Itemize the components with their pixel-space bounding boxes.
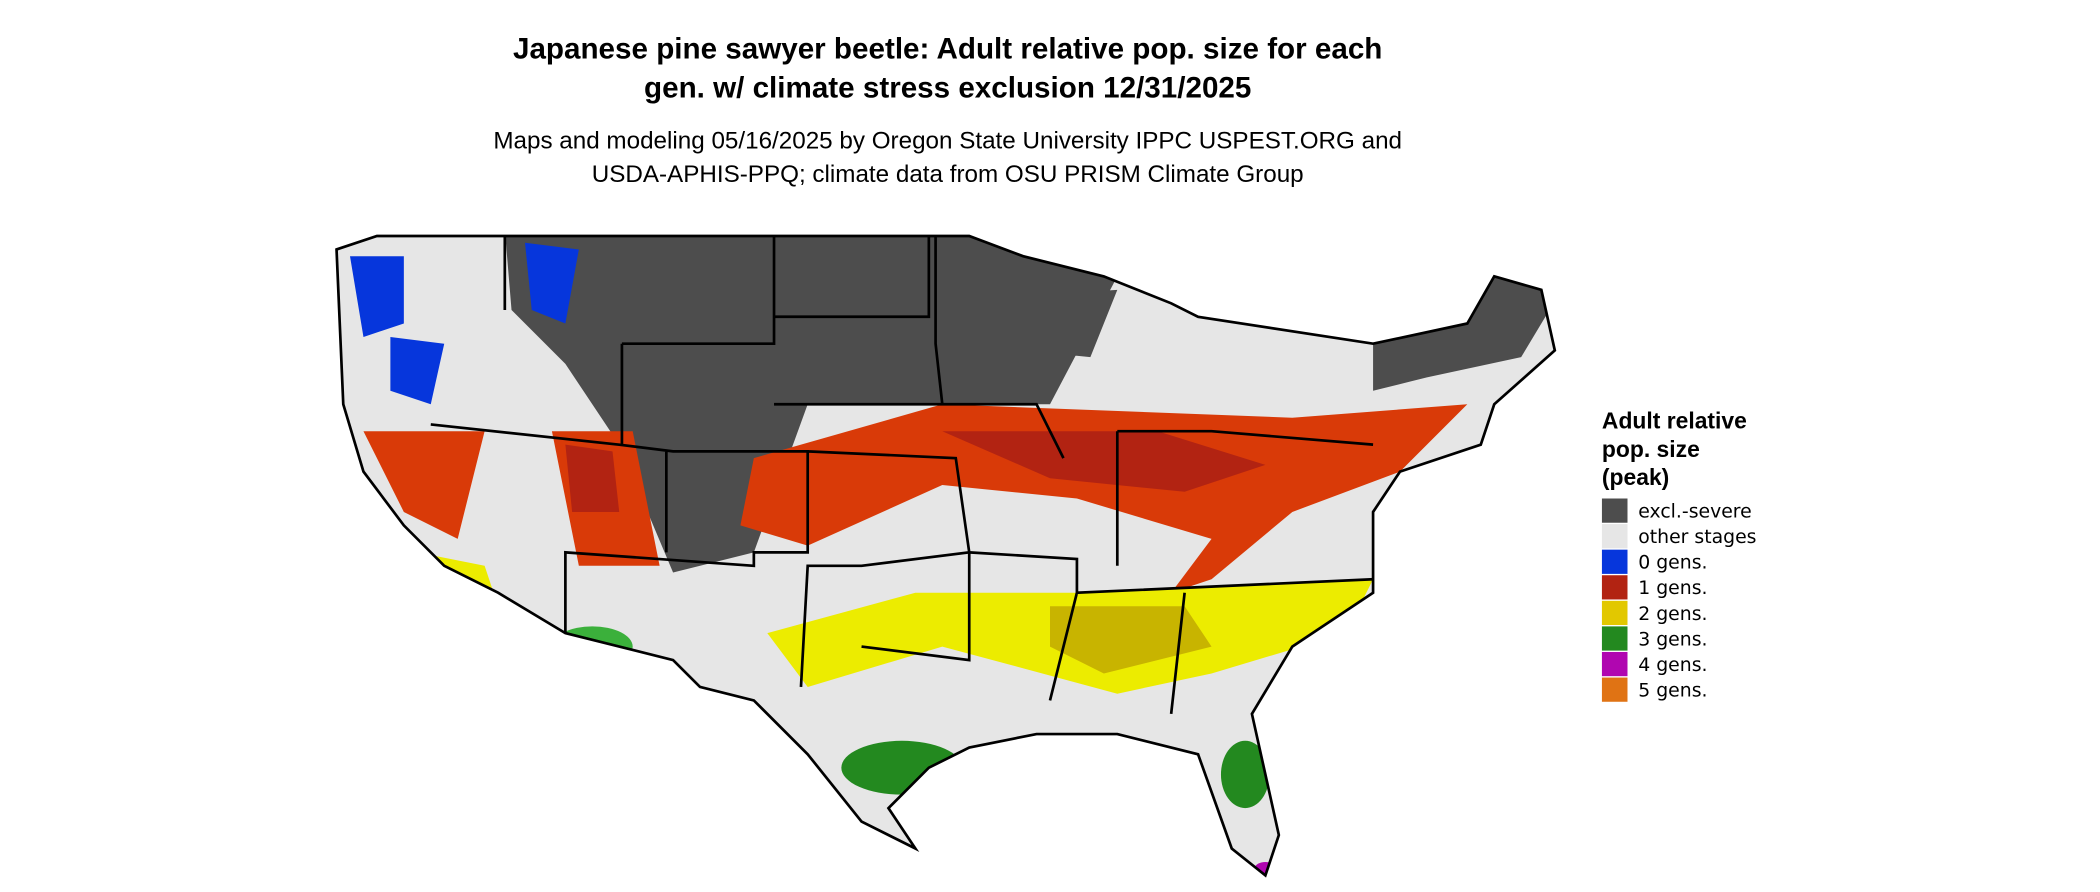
three-gen-area: [841, 740, 963, 795]
two-gen-core: [1050, 606, 1212, 674]
legend-swatch: [1601, 549, 1628, 574]
legend: Adult relative pop. size (peak) excl.-se…: [1601, 408, 1756, 702]
legend-label: 4 gens.: [1638, 655, 1707, 676]
legend-label: excl.-severe: [1638, 501, 1751, 522]
title: Japanese pine sawyer beetle: Adult relat…: [513, 32, 1382, 65]
subtitle: USDA-APHIS-PPQ; climate data from OSU PR…: [592, 161, 1304, 188]
boundaries: [335, 234, 1557, 877]
three-gen-area: [1220, 740, 1270, 809]
legend-label: other stages: [1638, 527, 1756, 548]
legend-label: 0 gens.: [1638, 553, 1707, 574]
legend-swatch: [1601, 626, 1628, 651]
legend-title: pop. size: [1602, 436, 1700, 462]
legend-swatch: [1601, 575, 1628, 600]
legend-label: 3 gens.: [1638, 629, 1707, 650]
legend-title: (peak): [1602, 464, 1669, 490]
title: gen. w/ climate stress exclusion 12/31/2…: [644, 71, 1251, 104]
zero-gen-area: [350, 242, 579, 405]
legend-swatch: [1601, 524, 1628, 549]
subtitle: Maps and modeling 05/16/2025 by Oregon S…: [493, 128, 1402, 155]
legend-swatch: [1601, 651, 1628, 677]
legend-swatch: [1601, 677, 1628, 702]
legend-label: 5 gens.: [1638, 681, 1707, 702]
legend-swatch: [1601, 600, 1628, 626]
one-gen-core: [565, 431, 1266, 512]
legend-label: 1 gens.: [1638, 578, 1707, 599]
us-map: [335, 234, 1557, 877]
legend-title: Adult relative: [1602, 408, 1747, 434]
legend-label: 2 gens.: [1638, 604, 1707, 625]
legend-swatch: [1601, 498, 1628, 523]
